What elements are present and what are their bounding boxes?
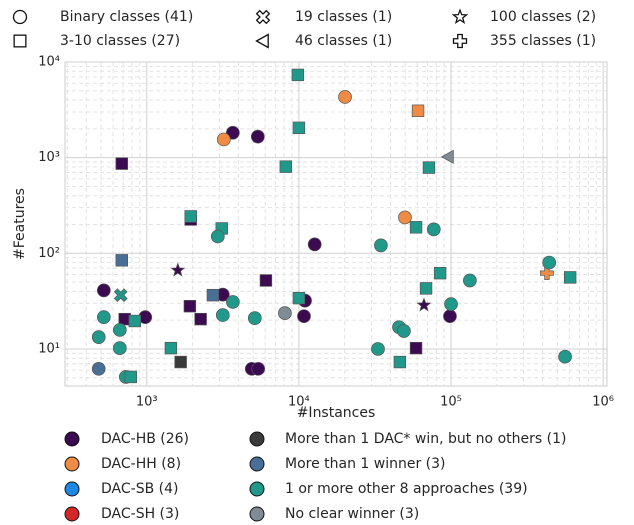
point: [444, 297, 458, 312]
point: [247, 311, 262, 325]
point: [251, 361, 266, 376]
legend-swatch: [64, 506, 80, 522]
y-axis-label: #Features: [12, 188, 28, 260]
point: [291, 68, 305, 82]
point: [112, 341, 127, 355]
point: [409, 341, 423, 355]
y-tick-label: 10²: [38, 246, 60, 261]
point: [307, 237, 322, 252]
point: [215, 308, 230, 322]
legend-label: 46 classes (1): [295, 33, 392, 49]
x-axis-label: #Instances: [297, 405, 376, 421]
point: [206, 288, 220, 302]
legend-label: Binary classes (41): [60, 9, 193, 25]
point: [463, 273, 477, 288]
x-tick-label: 10⁶: [592, 395, 614, 410]
point: [411, 104, 425, 117]
legend-label: 19 classes (1): [295, 9, 392, 25]
point: [210, 229, 225, 244]
legend-label: DAC-SB (4): [101, 481, 178, 497]
legend-label: No clear winner (3): [285, 506, 419, 522]
point: [297, 309, 311, 324]
point: [397, 324, 411, 338]
point: [292, 291, 306, 305]
point: [174, 355, 187, 369]
y-tick-label: 10³: [38, 150, 60, 165]
legend-marker: [451, 8, 469, 25]
point: [422, 161, 436, 174]
legend-marker: [12, 9, 28, 25]
point: [419, 282, 433, 295]
point: [393, 355, 407, 369]
legend-label: More than 1 DAC* win, but no others (1): [285, 431, 566, 447]
legend-marker: [13, 34, 27, 48]
legend-swatch: [249, 431, 265, 447]
point: [426, 222, 441, 237]
legend-swatch: [64, 456, 80, 472]
legend-label: 3-10 classes (27): [60, 33, 180, 49]
legend-label: 1 or more other 8 approaches (39): [285, 481, 528, 497]
point: [279, 160, 292, 173]
legend-label: 355 classes (1): [490, 33, 596, 49]
x-tick-label: 10³: [136, 395, 158, 410]
point: [338, 90, 352, 104]
point: [128, 314, 141, 328]
point: [292, 121, 306, 135]
point: [91, 330, 106, 344]
point: [216, 132, 231, 147]
point: [113, 288, 128, 303]
point: [184, 210, 197, 223]
point: [433, 266, 447, 280]
point: [91, 361, 106, 376]
point: [398, 210, 412, 225]
legend-label: More than 1 winner (3): [285, 456, 446, 472]
legend-swatch: [249, 481, 265, 497]
legend-swatch: [249, 456, 265, 472]
point: [409, 221, 423, 234]
legend-label: DAC-HB (26): [101, 431, 189, 447]
point: [115, 254, 128, 267]
point: [558, 349, 572, 364]
point: [124, 370, 137, 384]
point: [416, 297, 432, 312]
point: [115, 157, 128, 170]
legend-swatch: [64, 431, 80, 447]
point: [226, 295, 240, 309]
y-tick-label: 10⁴: [38, 55, 60, 70]
point: [250, 129, 265, 144]
point: [371, 342, 385, 356]
legend-label: 100 classes (2): [490, 9, 596, 25]
x-tick-label: 10⁴: [288, 395, 310, 410]
point: [259, 274, 273, 287]
point: [374, 238, 388, 253]
point: [540, 266, 554, 281]
plot-frame: [64, 61, 608, 387]
point: [443, 309, 457, 324]
point: [96, 310, 111, 325]
point: [183, 299, 197, 313]
point: [542, 255, 557, 270]
legend-marker: [255, 9, 271, 25]
point: [96, 283, 111, 298]
point: [563, 271, 577, 284]
legend-marker: [255, 33, 269, 49]
legend-swatch: [249, 506, 265, 522]
point: [112, 323, 127, 337]
legend-marker: [452, 33, 468, 49]
point: [170, 262, 186, 277]
x-tick-label: 10⁵: [440, 395, 462, 410]
point: [164, 341, 178, 355]
point: [194, 312, 207, 326]
legend-swatch: [64, 481, 80, 497]
point: [278, 306, 292, 320]
y-tick-label: 10¹: [38, 341, 60, 356]
point: [440, 149, 454, 164]
legend-label: DAC-SH (3): [101, 506, 179, 522]
legend-label: DAC-HH (8): [101, 456, 181, 472]
